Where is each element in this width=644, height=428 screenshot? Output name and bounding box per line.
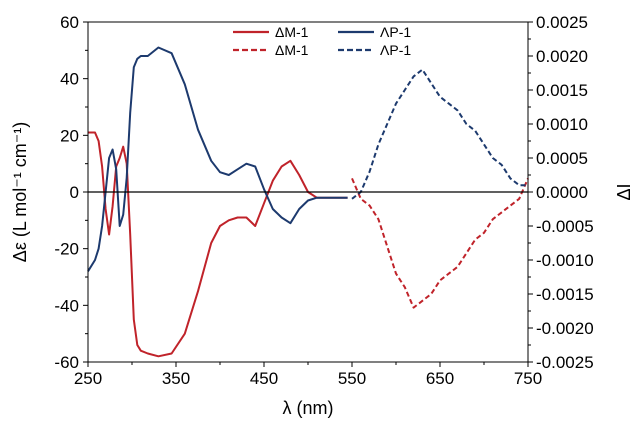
- y-right-tick-label: 0.0025: [536, 13, 588, 32]
- x-tick-label: 750: [514, 369, 542, 388]
- y-right-tick-label: -0.0010: [536, 251, 594, 270]
- series-line-2: [351, 178, 529, 309]
- y-left-tick-label: -20: [54, 240, 79, 259]
- series-line-0: [88, 131, 348, 358]
- y-right-tick-label: -0.0005: [536, 217, 594, 236]
- y-left-tick-label: 60: [60, 13, 79, 32]
- y-axis-left-label: Δε (L mol⁻¹ cm⁻¹): [10, 122, 30, 262]
- y-right-tick-label: 0.0020: [536, 47, 588, 66]
- series-line-3: [351, 68, 528, 200]
- legend-label: ΔM-1: [275, 24, 309, 40]
- y-left-tick-label: -60: [54, 353, 79, 372]
- x-axis-label: λ (nm): [283, 398, 334, 418]
- y-right-tick-label: 0.0010: [536, 115, 588, 134]
- y-right-tick-label: 0.0015: [536, 81, 588, 100]
- axes: 250 350 450 550 650 750 -60 -40 -20 0 20 40 60 -0.002…: [54, 13, 593, 388]
- x-tick-label: 650: [426, 369, 454, 388]
- y-left-tick-label: 0: [70, 183, 79, 202]
- y-right-tick-label: -0.0015: [536, 285, 594, 304]
- legend-label: ΛP-1: [380, 42, 411, 58]
- y-left-tick-label: 40: [60, 70, 79, 89]
- legend: ΔM-1 ΛP-1 ΔM-1 ΛP-1: [233, 24, 411, 58]
- y-right-tick-label: 0.0000: [536, 183, 588, 202]
- x-tick-label: 350: [162, 369, 190, 388]
- y-right-tick-label: -0.0025: [536, 353, 594, 372]
- series-line-1: [87, 46, 348, 272]
- legend-label: ΔM-1: [275, 42, 309, 58]
- plot-area: [87, 46, 529, 358]
- y-right-tick-label: 0.0005: [536, 149, 588, 168]
- y-right-tick-label: -0.0020: [536, 319, 594, 338]
- x-tick-label: 450: [250, 369, 278, 388]
- legend-label: ΛP-1: [380, 24, 411, 40]
- x-tick-label: 550: [338, 369, 366, 388]
- y-left-tick-label: 20: [60, 126, 79, 145]
- x-tick-label: 250: [74, 369, 102, 388]
- y-left-tick-label: -40: [54, 296, 79, 315]
- y-axis-right-label: ΔI: [614, 183, 634, 200]
